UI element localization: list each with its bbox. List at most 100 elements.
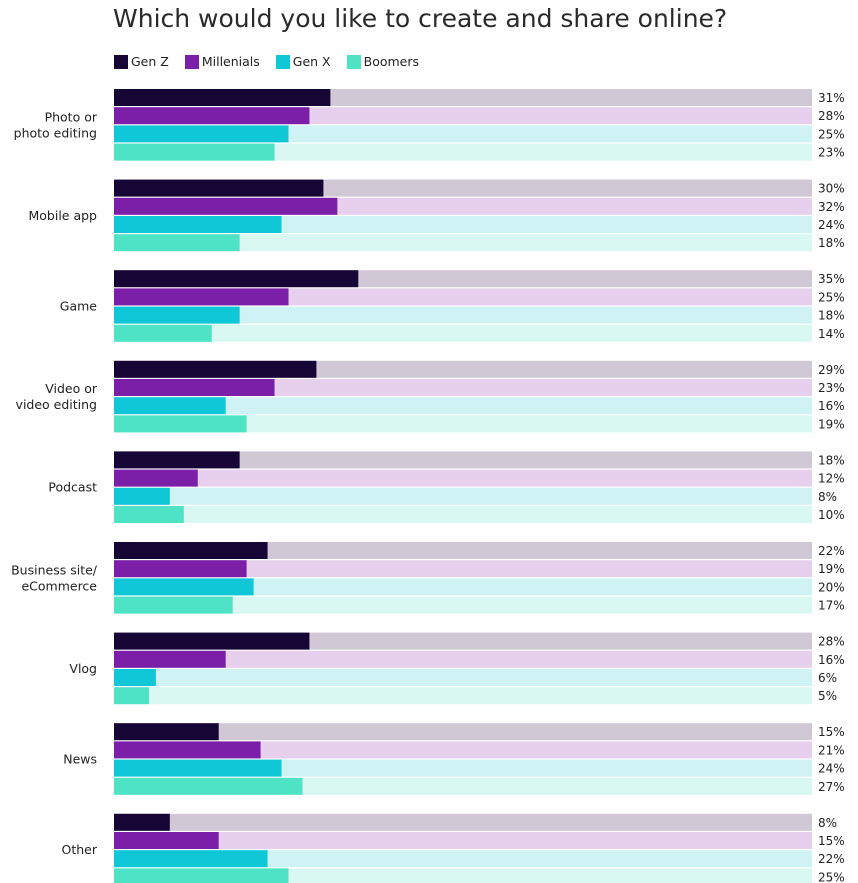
value-label-gen-x-photo-or-photo-editing: 25%: [818, 127, 845, 141]
value-label-millenials-vlog: 16%: [818, 653, 845, 667]
bar-gen-x-business-site-ecommerce: [114, 578, 254, 596]
legend-label-gen-x: Gen X: [292, 54, 331, 69]
bar-track-gen-z: [114, 813, 812, 831]
legend-item-gen-x: Gen X: [275, 54, 331, 69]
value-label-gen-x-vlog: 6%: [818, 671, 837, 685]
value-label-boomers-mobile-app: 18%: [818, 236, 845, 250]
bar-track-gen-x: [114, 487, 812, 505]
bar-millenials-video-or-video-editing: [114, 379, 275, 396]
category-label-line: Game: [60, 299, 98, 314]
bar-millenials-podcast: [114, 469, 198, 487]
bar-millenials-mobile-app: [114, 197, 338, 215]
bar-boomers-photo-or-photo-editing: [114, 143, 275, 161]
chart-title: Which would you like to create and share…: [113, 4, 728, 33]
bar-gen-x-mobile-app: [114, 216, 282, 233]
category-group-podcast: Podcast 18% 12% 8% 10%: [48, 451, 845, 523]
bar-boomers-business-site-ecommerce: [114, 596, 233, 614]
value-label-boomers-news: 27%: [818, 780, 845, 794]
bar-millenials-photo-or-photo-editing: [114, 107, 310, 125]
bar-track-gen-z: [114, 451, 812, 469]
bar-boomers-game: [114, 324, 212, 342]
category-label-podcast: Podcast: [48, 480, 97, 495]
category-group-photo-or-photo-editing: Photo or photo editing 31% 28% 25% 23%: [14, 89, 845, 161]
bar-track-boomers: [114, 415, 812, 433]
value-label-gen-z-podcast: 18%: [818, 453, 845, 467]
bar-track-millenials: [114, 379, 812, 396]
bar-track-gen-x: [114, 850, 812, 868]
value-label-millenials-video-or-video-editing: 23%: [818, 381, 845, 395]
bar-track-gen-z: [114, 542, 812, 559]
value-label-boomers-game: 14%: [818, 327, 845, 341]
legend-label-boomers: Boomers: [363, 54, 420, 69]
bar-boomers-other: [114, 868, 289, 883]
bar-gen-z-vlog: [114, 632, 310, 650]
value-label-gen-z-vlog: 28%: [818, 635, 845, 649]
bar-gen-x-photo-or-photo-editing: [114, 125, 289, 143]
value-label-gen-x-game: 18%: [818, 309, 845, 323]
category-group-video-or-video-editing: Video or video editing 29% 23% 16% 19%: [16, 360, 845, 433]
bar-gen-x-news: [114, 759, 282, 777]
value-label-gen-z-mobile-app: 30%: [818, 182, 845, 196]
bar-track-boomers: [114, 506, 812, 523]
category-label-line: Podcast: [48, 480, 97, 495]
category-label-line: Business site/: [11, 562, 98, 577]
value-label-gen-z-other: 8%: [818, 816, 837, 830]
category-label-mobile-app: Mobile app: [28, 208, 97, 223]
value-label-gen-x-other: 22%: [818, 852, 845, 866]
value-label-gen-x-video-or-video-editing: 16%: [818, 399, 845, 413]
value-label-gen-x-podcast: 8%: [818, 490, 837, 504]
category-label-game: Game: [60, 299, 98, 314]
category-label-line: photo editing: [14, 125, 97, 140]
category-label-line: Mobile app: [28, 208, 97, 223]
bar-track-millenials: [114, 469, 812, 487]
bar-gen-z-other: [114, 813, 170, 831]
bar-gen-x-video-or-video-editing: [114, 397, 226, 415]
value-label-gen-z-video-or-video-editing: 29%: [818, 363, 845, 377]
bar-gen-z-video-or-video-editing: [114, 360, 317, 378]
bar-boomers-vlog: [114, 687, 149, 705]
value-label-boomers-video-or-video-editing: 19%: [818, 417, 845, 431]
bar-gen-z-game: [114, 270, 359, 288]
value-label-gen-z-news: 15%: [818, 725, 845, 739]
category-label-news: News: [63, 752, 97, 767]
bar-boomers-video-or-video-editing: [114, 415, 247, 433]
value-label-boomers-photo-or-photo-editing: 23%: [818, 146, 845, 160]
bar-boomers-news: [114, 777, 303, 795]
bar-boomers-mobile-app: [114, 234, 240, 252]
bar-boomers-podcast: [114, 506, 184, 523]
bar-track-boomers: [114, 324, 812, 342]
legend-item-gen-z: Gen Z: [114, 54, 169, 69]
legend-item-boomers: Boomers: [346, 54, 420, 69]
bar-gen-z-photo-or-photo-editing: [114, 89, 331, 106]
bar-track-gen-x: [114, 216, 812, 233]
legend-swatch-boomers: [346, 54, 361, 69]
value-label-gen-z-game: 35%: [818, 272, 845, 286]
legend: Gen Z Millenials Gen X Boomers: [114, 54, 435, 69]
value-label-millenials-business-site-ecommerce: 19%: [818, 562, 845, 576]
category-label-line: Other: [62, 842, 98, 857]
value-label-gen-z-business-site-ecommerce: 22%: [818, 544, 845, 558]
bar-track-boomers: [114, 596, 812, 614]
value-label-gen-x-mobile-app: 24%: [818, 218, 845, 232]
category-label-line: News: [63, 752, 97, 767]
value-label-millenials-podcast: 12%: [818, 472, 845, 486]
bar-millenials-vlog: [114, 650, 226, 668]
bar-track-gen-x: [114, 578, 812, 596]
category-label-line: eCommerce: [21, 578, 97, 593]
category-label-business-site-ecommerce: Business site/eCommerce: [11, 562, 98, 593]
category-label-line: Photo or: [45, 109, 98, 124]
value-label-boomers-vlog: 5%: [818, 689, 837, 703]
category-group-news: News 15% 21% 24% 27%: [63, 723, 845, 795]
bar-track-millenials: [114, 560, 812, 578]
bar-track-gen-x: [114, 669, 812, 686]
category-label-line: Vlog: [69, 661, 97, 676]
bar-gen-z-podcast: [114, 451, 240, 469]
value-label-millenials-news: 21%: [818, 743, 845, 757]
value-label-gen-x-business-site-ecommerce: 20%: [818, 580, 845, 594]
bar-track-gen-z: [114, 723, 812, 741]
bar-track-millenials: [114, 741, 812, 759]
category-label-video-or-video-editing: Video or video editing: [16, 381, 98, 412]
category-label-vlog: Vlog: [69, 661, 97, 676]
legend-swatch-gen-z: [114, 54, 128, 69]
